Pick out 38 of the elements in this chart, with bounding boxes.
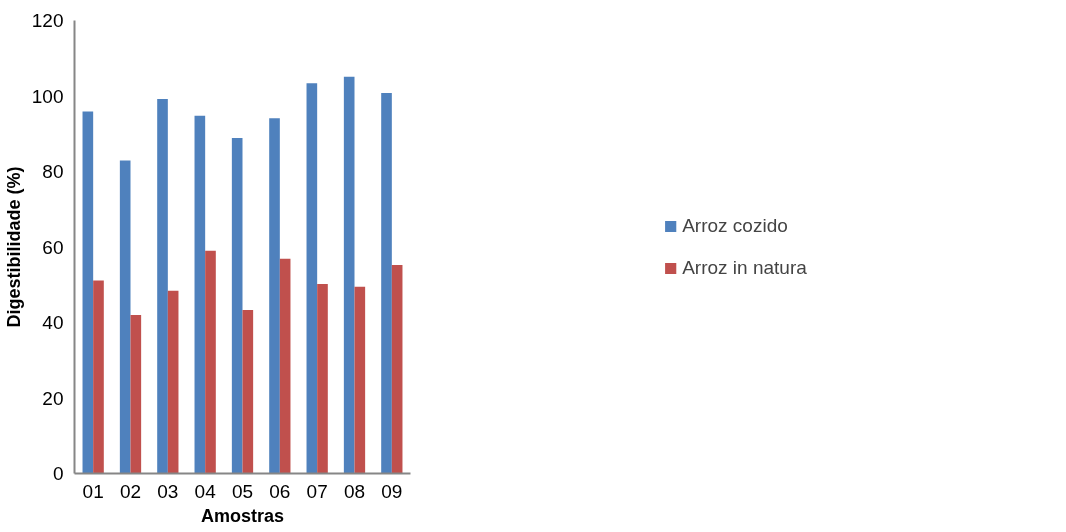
y-tick-label: 20 bbox=[42, 387, 64, 409]
y-tick-label: 80 bbox=[42, 161, 64, 182]
bar bbox=[242, 310, 254, 474]
bar bbox=[231, 137, 243, 474]
bar bbox=[130, 314, 142, 474]
y-tick-label: 60 bbox=[42, 236, 64, 258]
x-axis-title: Amostras bbox=[200, 505, 285, 526]
y-tick-label: 0 bbox=[52, 463, 64, 484]
bar bbox=[205, 250, 216, 474]
bar bbox=[317, 283, 328, 474]
bar bbox=[354, 286, 366, 474]
legend-label: Arroz in natura bbox=[682, 256, 807, 279]
bar bbox=[391, 265, 403, 474]
bar bbox=[194, 115, 206, 474]
x-tick-label: 06 bbox=[269, 480, 291, 502]
bar bbox=[269, 118, 280, 474]
bar bbox=[381, 92, 392, 474]
x-tick-label: 04 bbox=[194, 480, 217, 502]
x-tick-label: 05 bbox=[231, 480, 254, 502]
x-tick-label: 02 bbox=[119, 480, 142, 502]
x-tick-label: 03 bbox=[157, 480, 179, 502]
x-tick-label: 08 bbox=[343, 480, 366, 502]
legend-label: Arroz cozido bbox=[682, 214, 788, 237]
y-tick-label: 100 bbox=[31, 85, 64, 107]
bar bbox=[343, 76, 355, 474]
bar bbox=[93, 280, 104, 474]
bar bbox=[306, 83, 318, 474]
x-tick-label: 01 bbox=[82, 480, 104, 502]
y-axis-title: Digestibilidade (%) bbox=[3, 166, 24, 328]
x-tick-label: 09 bbox=[381, 480, 403, 502]
bar bbox=[279, 258, 291, 474]
bar bbox=[167, 290, 179, 474]
y-tick-label: 40 bbox=[42, 312, 64, 333]
y-tick-label: 120 bbox=[31, 10, 64, 31]
bar bbox=[119, 160, 131, 474]
x-tick-label: 07 bbox=[306, 480, 328, 502]
bar bbox=[157, 99, 168, 474]
bar bbox=[82, 111, 94, 474]
